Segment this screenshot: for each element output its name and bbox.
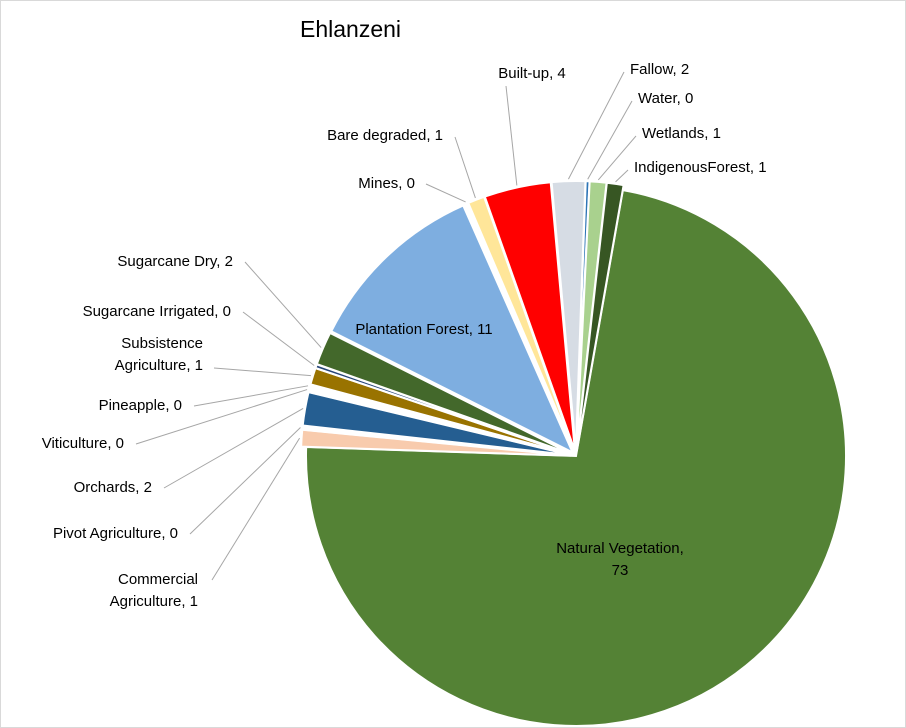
leader-line-sugarcane-irrigated <box>242 311 315 366</box>
leader-line-fallow <box>567 71 625 180</box>
data-label-pivot-agriculture: Pivot Agriculture, 0 <box>53 525 178 542</box>
leader-line-orchards <box>163 407 304 489</box>
leader-line-bare-degraded <box>454 136 476 199</box>
chart-title: Ehlanzeni <box>300 16 402 42</box>
data-label-orchards: Orchards, 2 <box>74 479 152 496</box>
leader-line-built-up <box>505 85 518 186</box>
pie-slice-indigenousforest <box>575 181 625 452</box>
data-label-pineapple: Pineapple, 0 <box>99 397 182 414</box>
leader-line-pineapple <box>193 385 309 407</box>
data-label-natural-vegetation: Natural Vegetation, 73 <box>556 540 684 579</box>
data-label-subsistence-agriculture: Subsistence Agriculture, 1 <box>115 335 203 374</box>
data-label-commercial-agriculture: Commercial Agriculture, 1 <box>110 571 198 610</box>
data-label-water: Water, 0 <box>638 90 693 107</box>
leader-line-subsistence-agriculture <box>213 367 311 377</box>
pie-slice-natural-vegetation <box>305 188 847 727</box>
data-label-mines: Mines, 0 <box>358 175 415 192</box>
leader-line-water <box>587 100 633 180</box>
leader-line-pivot-agriculture <box>189 427 301 535</box>
pie-slice-sugarcane-dry <box>315 331 572 455</box>
leader-line-viticulture <box>135 389 308 445</box>
data-label-sugarcane-dry: Sugarcane Dry, 2 <box>117 253 233 270</box>
data-label-wetlands: Wetlands, 1 <box>642 125 721 142</box>
leader-line-wetlands <box>597 135 637 181</box>
leader-line-sugarcane-dry <box>244 261 322 348</box>
leader-line-mines <box>425 183 466 203</box>
data-label-sugarcane-irrigated: Sugarcane Irrigated, 0 <box>83 303 231 320</box>
leader-line-indigenousforest <box>615 169 629 183</box>
data-label-fallow: Fallow, 2 <box>630 61 689 78</box>
data-label-built-up: Built-up, 4 <box>498 65 566 82</box>
data-label-bare-degraded: Bare degraded, 1 <box>327 127 443 144</box>
leader-line-commercial-agriculture <box>211 437 301 581</box>
data-label-viticulture: Viticulture, 0 <box>42 435 124 452</box>
pie-slice-plantation-forest <box>329 204 575 455</box>
data-label-plantation-forest: Plantation Forest, 11 <box>355 321 492 338</box>
data-label-indigenousforest: IndigenousForest, 1 <box>634 159 767 176</box>
